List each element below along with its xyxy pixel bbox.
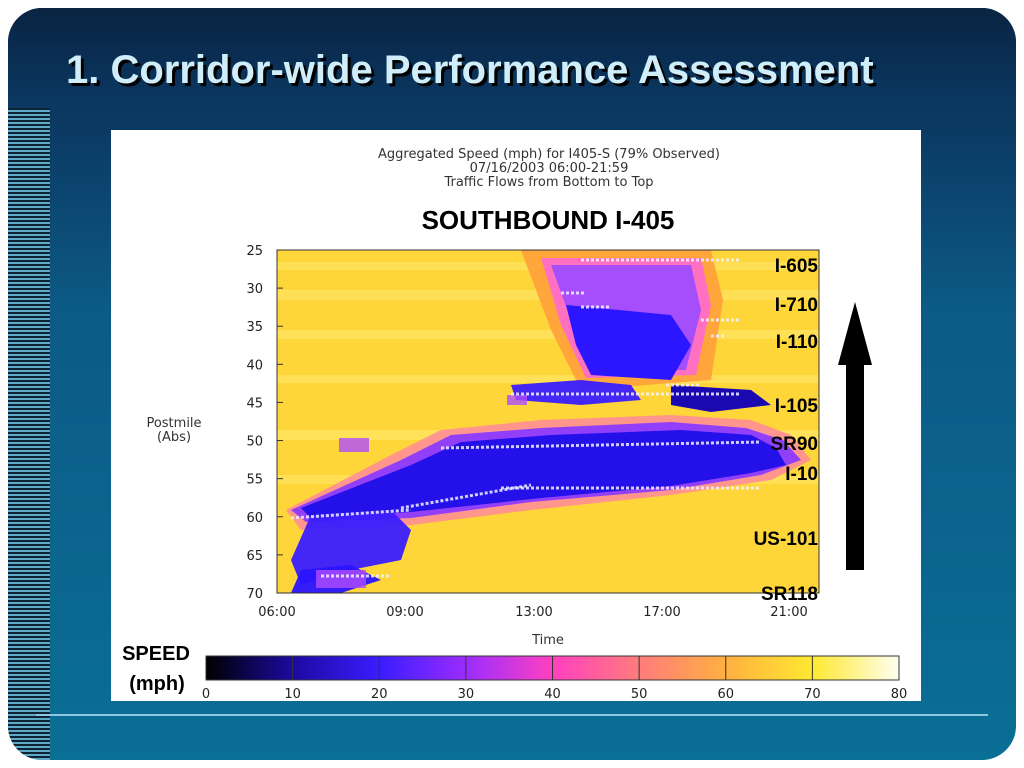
- y-tick-marks: [277, 249, 283, 594]
- y-tick-label: 60: [246, 511, 263, 526]
- slide: 1. Corridor-wide Performance Assessment …: [8, 8, 1016, 760]
- landmark-label: I-105: [775, 396, 819, 417]
- speed-band: [277, 330, 819, 339]
- arrow-head: [838, 302, 872, 365]
- congestion-region: [671, 385, 771, 412]
- arrow-shaft: [846, 340, 864, 570]
- observation-marker-line: [440, 440, 762, 450]
- y-tick-label: 55: [246, 473, 263, 488]
- colorbar-tick-label: 40: [544, 687, 561, 701]
- landmark-label: SR118: [761, 584, 818, 605]
- congestion-patch: [507, 395, 527, 405]
- colorbar-tick-label: 30: [458, 687, 475, 701]
- colorbar-tick-label: 20: [371, 687, 388, 701]
- decorative-stripes: [8, 108, 50, 760]
- y-tick-label: 30: [246, 282, 263, 297]
- speed-band: [277, 375, 819, 383]
- colorbar-ticks: 0 10 20 30 40 50 60 70 80: [202, 656, 907, 701]
- chart-panel: Aggregated Speed (mph) for I405-S (79% O…: [111, 130, 921, 701]
- landmark-label: SR90: [770, 434, 818, 455]
- chart-title: Aggregated Speed (mph) for I405-S (79% O…: [378, 147, 720, 162]
- y-tick-label: 65: [246, 549, 263, 564]
- landmark-label: I-110: [776, 332, 818, 353]
- congestion-region: [566, 305, 691, 380]
- x-tick-label: 09:00: [386, 605, 423, 620]
- heatmap-plot: [276, 249, 820, 594]
- landmark-label: US-101: [754, 529, 819, 550]
- x-tick-labels: 06:00 09:00 13:00 17:00 21:00: [258, 605, 807, 620]
- y-tick-label: 50: [246, 435, 263, 450]
- y-tick-label: 35: [246, 320, 263, 335]
- colorbar-label-speed: SPEED: [122, 643, 190, 665]
- colorbar-label-unit: (mph): [129, 673, 185, 695]
- y-tick-label: 70: [246, 587, 263, 602]
- title-bar: [8, 8, 1016, 108]
- x-axis-label: Time: [531, 633, 564, 648]
- congestion-patch: [339, 438, 369, 452]
- chart-subtitle-date: 07/16/2003 06:00-21:59: [470, 161, 629, 176]
- footer-divider: [36, 714, 988, 716]
- x-tick-label: 17:00: [643, 605, 680, 620]
- observation-marker-line: [400, 483, 532, 510]
- speed-heatmap-chart: Aggregated Speed (mph) for I405-S (79% O…: [122, 147, 907, 701]
- landmark-labels: I-605 I-710 I-110 I-105 SR90 I-10 US-101 SR118: [754, 256, 819, 605]
- colorbar-tick-label: 80: [891, 687, 908, 701]
- colorbar-tick-label: 60: [717, 687, 734, 701]
- y-tick-labels: 25 30 35 40 45 50 55 60 65 70: [246, 244, 263, 602]
- chart-heading: SOUTHBOUND I-405: [422, 205, 675, 235]
- y-tick-label: 25: [246, 244, 263, 259]
- plot-frame: [276, 249, 820, 594]
- landmark-label: I-710: [775, 295, 818, 316]
- congestion-region: [301, 430, 786, 518]
- congestion-patch: [316, 570, 366, 588]
- y-axis-label-line2: (Abs): [157, 430, 191, 445]
- y-axis-label-line1: Postmile: [146, 416, 201, 431]
- traffic-direction-arrow: [838, 302, 872, 570]
- x-tick-label: 06:00: [258, 605, 295, 620]
- x-tick-label: 13:00: [515, 605, 552, 620]
- heatmap-cells: [277, 250, 819, 593]
- congestion-patch: [566, 295, 580, 303]
- landmark-label: I-605: [775, 256, 819, 277]
- colorbar-tick-label: 0: [202, 687, 210, 701]
- congestion-region: [291, 510, 411, 585]
- y-tick-label: 45: [246, 396, 263, 411]
- x-tick-label: 21:00: [770, 605, 807, 620]
- chart-subtitle-flow: Traffic Flows from Bottom to Top: [443, 175, 653, 190]
- slide-title: 1. Corridor-wide Performance Assessment: [66, 48, 874, 92]
- landmark-label: I-10: [785, 464, 818, 485]
- colorbar-tick-label: 70: [804, 687, 821, 701]
- colorbar-tick-label: 10: [284, 687, 301, 701]
- speed-colorbar: SPEED (mph) 0 10 20 30 40 50 60 70 80: [122, 643, 907, 701]
- y-tick-label: 40: [246, 358, 263, 373]
- observation-marker-line: [290, 508, 412, 520]
- colorbar-tick-label: 50: [631, 687, 648, 701]
